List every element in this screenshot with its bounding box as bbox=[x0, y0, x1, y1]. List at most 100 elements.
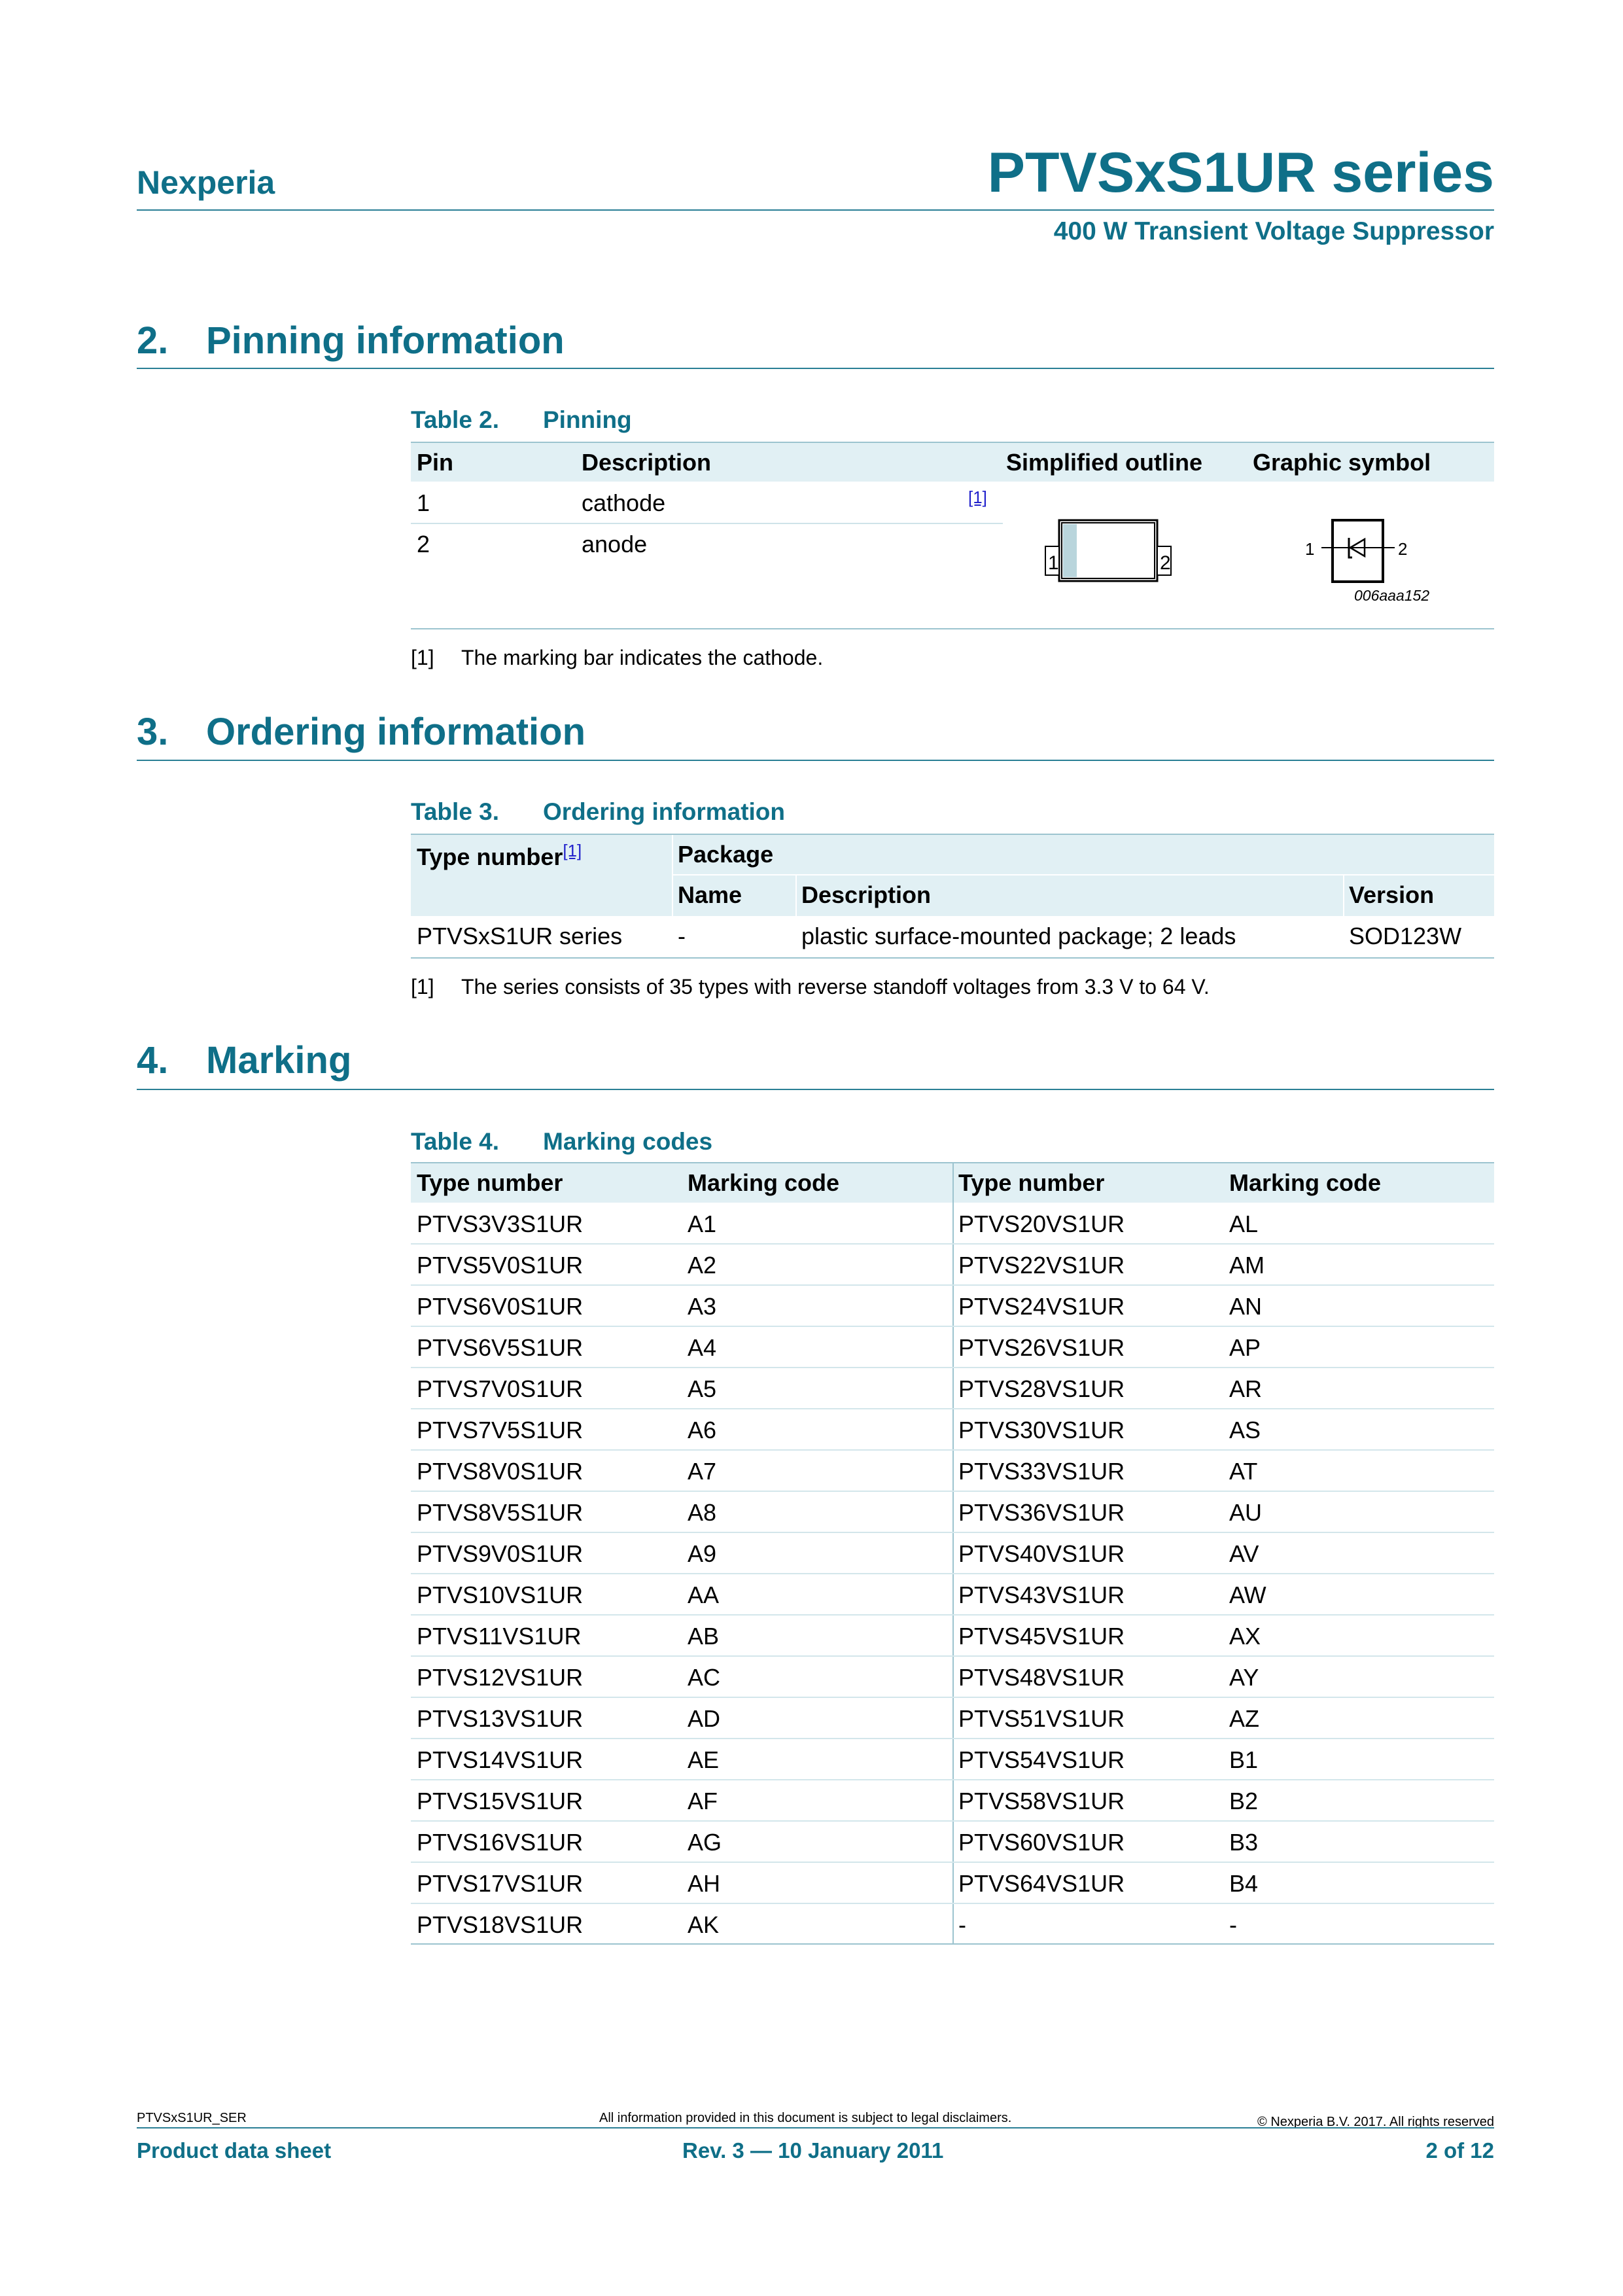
col-marking-code-2: Marking code bbox=[1229, 1169, 1382, 1196]
section-2-heading: Pinning information bbox=[206, 319, 565, 362]
cell-marking-code: AV bbox=[1229, 1540, 1259, 1567]
symbol-code: 006aaa152 bbox=[1354, 587, 1429, 604]
table-4-label: Table 4. bbox=[411, 1128, 500, 1155]
row-divider bbox=[411, 1697, 1494, 1698]
outline-pin-1: 1 bbox=[1048, 552, 1059, 574]
cell-type-number: PTVS15VS1UR bbox=[417, 1788, 584, 1814]
cell-type-number: PTVS8V5S1UR bbox=[417, 1499, 584, 1526]
section-2-divider bbox=[137, 368, 1494, 369]
table-2-label: Table 2. bbox=[411, 406, 500, 433]
cell-type-number: PTVS22VS1UR bbox=[958, 1252, 1125, 1279]
row-divider bbox=[411, 1243, 1494, 1245]
footer-copyright: © Nexperia B.V. 2017. All rights reserve… bbox=[1257, 2115, 1494, 2129]
row-divider bbox=[411, 1738, 1494, 1739]
row-divider bbox=[411, 1326, 1494, 1327]
cell-type-number: PTVS48VS1UR bbox=[958, 1664, 1125, 1691]
footer-doc-id: PTVSxS1UR_SER bbox=[137, 2111, 247, 2125]
cell-type-number: PTVS54VS1UR bbox=[958, 1746, 1125, 1773]
cell-marking-code: A2 bbox=[688, 1252, 717, 1279]
cell-type-number: PTVS6V5S1UR bbox=[417, 1334, 584, 1361]
cell-marking-code: AH bbox=[688, 1870, 721, 1897]
cell-marking-code: AZ bbox=[1229, 1705, 1260, 1732]
footer-divider bbox=[137, 2127, 1494, 2128]
cell-type-number: PTVS13VS1UR bbox=[417, 1705, 584, 1732]
cell-marking-code: AW bbox=[1229, 1581, 1266, 1608]
cell-marking-code: AC bbox=[688, 1664, 721, 1691]
table-2-header bbox=[411, 443, 1494, 482]
cell-marking-code: AA bbox=[688, 1581, 720, 1608]
cell-marking-code: AK bbox=[688, 1911, 720, 1938]
cell-marking-code: AD bbox=[688, 1705, 721, 1732]
cell-type-number: PTVS60VS1UR bbox=[958, 1829, 1125, 1856]
section-4-heading: Marking bbox=[206, 1039, 352, 1082]
section-3-heading: Ordering information bbox=[206, 711, 585, 753]
row-divider bbox=[411, 1862, 1494, 1863]
row-divider bbox=[411, 1655, 1494, 1657]
cell-marking-code: AU bbox=[1229, 1499, 1263, 1526]
cell-marking-code: AY bbox=[1229, 1664, 1259, 1691]
cell-marking-code: - bbox=[1229, 1911, 1237, 1938]
symbol-pin-2: 2 bbox=[1398, 539, 1407, 559]
row-divider bbox=[411, 1491, 1494, 1492]
cell-marking-code: B1 bbox=[1229, 1746, 1259, 1773]
order-version: SOD123W bbox=[1349, 923, 1462, 949]
cell-type-number: PTVS26VS1UR bbox=[958, 1334, 1125, 1361]
footnote-link[interactable]: [1] bbox=[968, 487, 987, 507]
table-2-title: Pinning bbox=[543, 406, 632, 433]
outline-pin-2: 2 bbox=[1160, 552, 1171, 574]
cell-type-number: PTVS7V5S1UR bbox=[417, 1417, 584, 1443]
simplified-outline-drawing: 1 2 bbox=[1045, 519, 1172, 582]
cell-type-number: - bbox=[958, 1911, 966, 1938]
col-description: Description bbox=[582, 449, 712, 476]
cell-type-number: PTVS51VS1UR bbox=[958, 1705, 1125, 1732]
col-symbol: Graphic symbol bbox=[1253, 449, 1431, 476]
table-4-title: Marking codes bbox=[543, 1128, 713, 1155]
document-subtitle: 400 W Transient Voltage Suppressor bbox=[1053, 217, 1494, 245]
cell-type-number: PTVS18VS1UR bbox=[417, 1911, 584, 1938]
table-3-header bbox=[411, 835, 1494, 916]
cell-marking-code: AR bbox=[1229, 1375, 1263, 1402]
row-divider bbox=[411, 1903, 1494, 1904]
row-divider bbox=[411, 1779, 1494, 1780]
cell-type-number: PTVS10VS1UR bbox=[417, 1581, 584, 1608]
document-title: PTVSxS1UR series bbox=[987, 141, 1494, 204]
table-3-title: Ordering information bbox=[543, 798, 785, 825]
cell-type-number: PTVS24VS1UR bbox=[958, 1293, 1125, 1320]
pin-2: 2 bbox=[417, 531, 430, 557]
cell-type-number: PTVS17VS1UR bbox=[417, 1870, 584, 1897]
cell-marking-code: AL bbox=[1229, 1210, 1259, 1237]
col-marking-code-1: Marking code bbox=[688, 1169, 840, 1196]
cell-marking-code: AG bbox=[688, 1829, 722, 1856]
row-divider bbox=[411, 1573, 1494, 1574]
cell-marking-code: A5 bbox=[688, 1375, 717, 1402]
order-type: PTVSxS1UR series bbox=[417, 923, 623, 949]
cell-marking-code: AM bbox=[1229, 1252, 1265, 1279]
cell-marking-code: AS bbox=[1229, 1417, 1261, 1443]
pin-2-desc: anode bbox=[582, 531, 648, 557]
header-divider bbox=[137, 209, 1494, 211]
section-4-number: 4. bbox=[137, 1039, 169, 1082]
section-3-divider bbox=[137, 760, 1494, 761]
section-2-number: 2. bbox=[137, 319, 169, 362]
row-divider bbox=[411, 1449, 1494, 1451]
cell-type-number: PTVS43VS1UR bbox=[958, 1581, 1125, 1608]
section-3-number: 3. bbox=[137, 711, 169, 753]
cell-marking-code: A3 bbox=[688, 1293, 717, 1320]
cell-type-number: PTVS6V0S1UR bbox=[417, 1293, 584, 1320]
col-type-number-2: Type number bbox=[958, 1169, 1105, 1196]
col-name: Name bbox=[678, 881, 742, 908]
cell-marking-code: B2 bbox=[1229, 1788, 1259, 1814]
cell-type-number: PTVS64VS1UR bbox=[958, 1870, 1125, 1897]
col-pkg-description: Description bbox=[801, 881, 932, 908]
cell-marking-code: A6 bbox=[688, 1417, 717, 1443]
row-divider bbox=[411, 1284, 1494, 1286]
order-description: plastic surface-mounted package; 2 leads bbox=[801, 923, 1236, 949]
col-pin: Pin bbox=[417, 449, 454, 476]
cell-type-number: PTVS30VS1UR bbox=[958, 1417, 1125, 1443]
col-type-number: Type number[1] bbox=[417, 841, 582, 870]
footnote-link[interactable]: [1] bbox=[563, 841, 582, 860]
cell-marking-code: B3 bbox=[1229, 1829, 1259, 1856]
cell-marking-code: A9 bbox=[688, 1540, 717, 1567]
row-divider bbox=[411, 1532, 1494, 1533]
footer-disclaimer: All information provided in this documen… bbox=[599, 2111, 1012, 2125]
